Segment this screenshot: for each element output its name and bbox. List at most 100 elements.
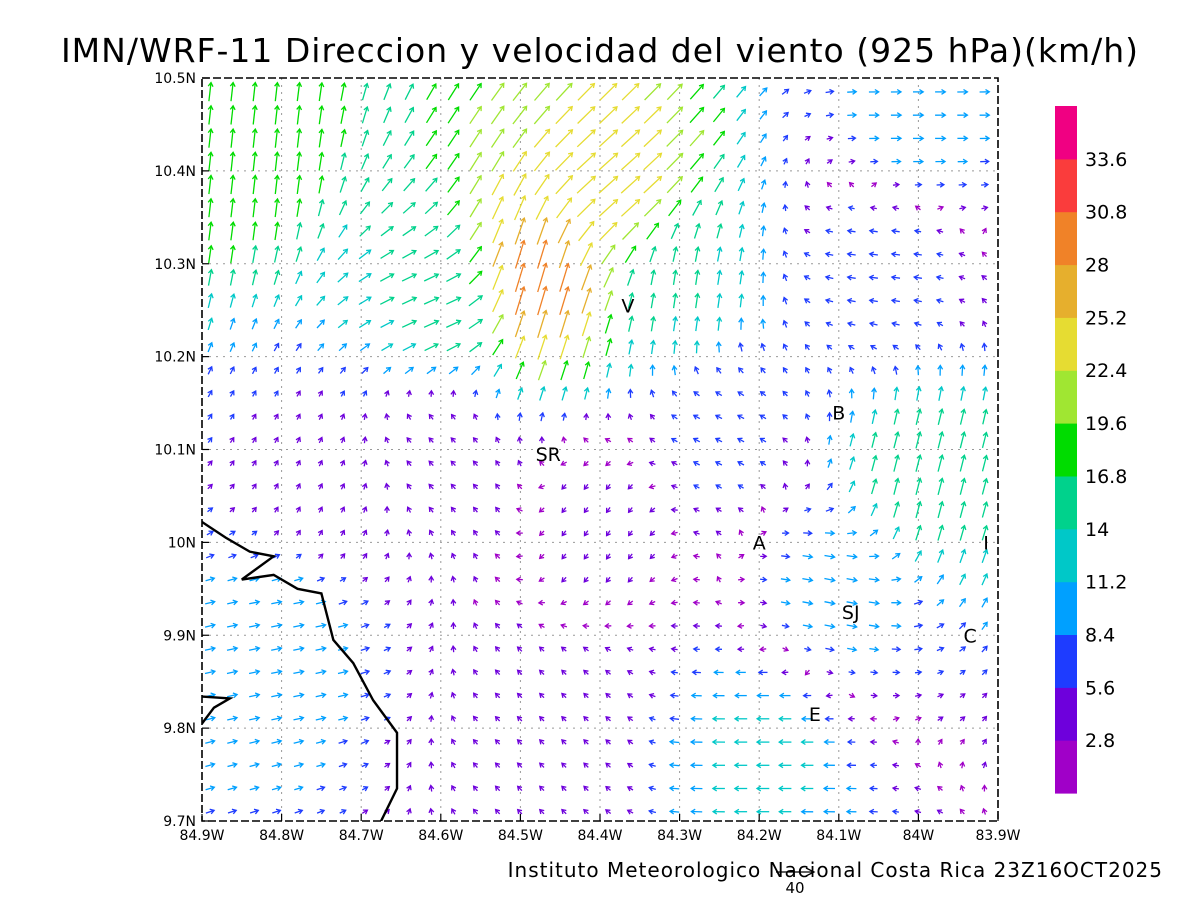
wind-arrow — [315, 622, 327, 629]
wind-arrow — [271, 622, 283, 629]
wind-arrow — [803, 89, 812, 95]
wind-arrow — [361, 505, 368, 513]
wind-arrow — [736, 108, 747, 122]
wind-arrow — [846, 297, 856, 304]
wind-arrow — [627, 507, 634, 514]
wind-arrow — [959, 693, 966, 699]
lat-tick-label: 9.7N — [163, 814, 196, 830]
wind-arrow — [271, 738, 283, 745]
wind-arrow — [959, 524, 967, 541]
wind-arrow — [804, 343, 811, 351]
wind-arrow — [693, 222, 701, 239]
wind-arrow — [735, 669, 746, 676]
wind-arrow — [318, 81, 325, 102]
wind-arrow — [273, 482, 279, 490]
wind-arrow — [273, 245, 281, 263]
legend-swatch — [1055, 264, 1077, 318]
wind-arrow — [738, 246, 745, 262]
wind-arrow — [937, 693, 945, 699]
wind-arrow — [694, 315, 701, 332]
wind-arrow — [428, 737, 435, 746]
wind-arrow — [428, 389, 435, 397]
wind-arrow — [537, 262, 548, 293]
wind-arrow — [981, 431, 989, 449]
wind-arrow — [339, 529, 346, 537]
wind-arrow — [693, 340, 700, 354]
wind-arrow — [469, 128, 482, 148]
wind-arrow — [692, 199, 702, 216]
wind-arrow — [670, 623, 678, 629]
wind-arrow — [490, 128, 505, 148]
wind-arrow — [849, 410, 856, 423]
wind-arrow — [760, 576, 768, 583]
wind-arrow — [406, 784, 412, 792]
wind-arrow — [338, 762, 348, 768]
wind-arrow — [913, 622, 924, 629]
legend-label: 16.8 — [1085, 466, 1127, 488]
wind-arrow — [296, 104, 303, 125]
wind-arrow — [935, 112, 947, 119]
wind-arrow — [648, 460, 656, 467]
wind-arrow — [621, 106, 640, 124]
wind-arrow — [605, 387, 612, 399]
wind-arrow — [538, 646, 545, 652]
wind-arrow — [605, 600, 612, 606]
wind-arrow — [251, 197, 258, 218]
wind-arrow — [778, 715, 792, 722]
wind-arrow — [755, 715, 770, 722]
wind-arrow — [803, 275, 811, 281]
wind-arrow — [937, 343, 943, 351]
wind-arrow — [583, 576, 589, 583]
wind-arrow — [627, 600, 634, 606]
wind-arrow — [403, 153, 415, 169]
wind-arrow — [958, 298, 966, 304]
wind-arrow — [317, 222, 325, 239]
city-label: A — [753, 532, 766, 554]
wind-arrow — [384, 739, 391, 745]
wind-arrow — [666, 129, 684, 147]
wind-arrow — [271, 692, 283, 699]
wind-arrow — [648, 483, 656, 490]
wind-arrow — [800, 715, 813, 722]
wind-arrow — [693, 507, 700, 513]
wind-arrow — [869, 205, 877, 211]
wind-arrow — [559, 262, 571, 292]
wind-arrow — [803, 530, 813, 537]
wind-arrow — [782, 343, 789, 351]
wind-arrow — [781, 669, 789, 676]
wind-arrow — [339, 366, 346, 374]
wind-arrow — [494, 553, 501, 559]
lat-tick-label: 10.3N — [154, 257, 196, 273]
wind-arrow — [491, 195, 504, 220]
wind-arrow — [296, 151, 303, 171]
wind-arrow — [692, 646, 700, 653]
wind-arrow — [317, 413, 324, 420]
wind-arrow — [561, 483, 567, 490]
wind-arrow — [692, 460, 701, 467]
lon-tick-label: 84.3W — [657, 828, 702, 844]
wind-arrow — [583, 483, 589, 491]
wind-arrow — [406, 460, 412, 467]
wind-arrow — [516, 483, 523, 490]
wind-arrow — [229, 197, 236, 218]
wind-arrow — [915, 408, 923, 425]
wind-arrow — [626, 670, 634, 676]
wind-arrow — [582, 669, 589, 675]
wind-arrow — [338, 622, 349, 629]
wind-arrow — [339, 809, 347, 815]
wind-arrow — [315, 738, 327, 745]
wind-arrow — [913, 321, 922, 327]
wind-arrow — [583, 386, 590, 400]
lat-tick-label: 9.8N — [163, 721, 196, 737]
wind-arrow — [757, 669, 768, 676]
wind-arrow — [935, 158, 947, 165]
wind-arrow — [537, 483, 545, 490]
wind-arrow — [317, 390, 323, 397]
wind-arrow — [957, 158, 969, 165]
wind-arrow — [957, 112, 969, 119]
wind-arrow — [512, 105, 528, 125]
wind-arrow — [340, 128, 347, 148]
wind-arrow — [358, 273, 372, 283]
wind-arrow — [404, 83, 415, 100]
wind-arrow — [295, 529, 301, 536]
